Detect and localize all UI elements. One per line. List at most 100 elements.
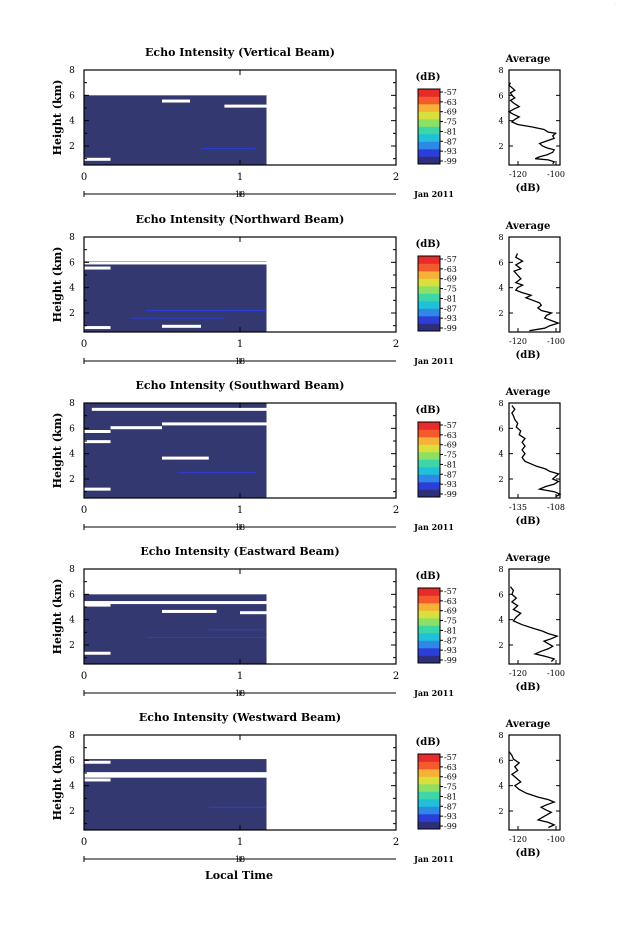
average-y-tick-label: 2	[498, 142, 503, 151]
colorbar-swatch	[418, 603, 440, 611]
data-gap	[110, 426, 162, 430]
colorbar-swatch	[418, 286, 440, 294]
date-tick-label: 18	[235, 190, 245, 199]
y-tick-label: 6	[69, 91, 75, 101]
colorbar-swatch	[418, 316, 440, 324]
x-tick-label: 2	[393, 172, 399, 183]
average-y-tick-label: 2	[498, 475, 503, 484]
colorbar-swatch	[418, 96, 440, 105]
average-y-tick-label: 8	[498, 731, 503, 740]
colorbar-swatch	[418, 625, 440, 634]
data-gap	[84, 651, 111, 655]
data-gap	[84, 440, 111, 444]
average-x-tick-label: -120	[509, 669, 527, 678]
date-tick-label: 18	[235, 523, 245, 532]
heatmap-field	[84, 261, 267, 332]
average-profile-line	[511, 405, 562, 498]
colorbar-swatch	[418, 104, 440, 112]
average-y-tick-label: 8	[498, 233, 503, 242]
x-tick-label: 2	[393, 339, 399, 350]
colorbar-tick-label: -63	[444, 763, 457, 772]
colorbar-tick-label: -99	[444, 157, 457, 166]
average-y-tick-label: 4	[498, 616, 503, 625]
data-gap	[84, 326, 111, 330]
panel-title: Echo Intensity (Southward Beam)	[136, 379, 345, 392]
colorbar-swatch	[418, 149, 440, 157]
y-axis-label: Height (km)	[51, 413, 64, 489]
y-tick-label: 6	[69, 590, 75, 600]
colorbar-swatch	[418, 301, 440, 309]
data-gap	[84, 266, 111, 270]
y-tick-label: 8	[69, 233, 75, 243]
heatmap-field	[84, 403, 267, 498]
colorbar-swatch	[418, 633, 440, 641]
colorbar-tick-label: -99	[444, 822, 457, 831]
data-gap	[162, 456, 209, 460]
colorbar-swatch	[418, 489, 440, 498]
colorbar-swatch	[418, 784, 440, 792]
y-axis-label: Height (km)	[51, 80, 64, 156]
colorbar-swatch	[418, 271, 440, 279]
colorbar-tick-label: -75	[444, 451, 457, 460]
colorbar-tick-label: -87	[444, 802, 457, 811]
colorbar-swatch	[418, 141, 440, 150]
data-gap	[84, 772, 267, 776]
colorbar-tick-label: -99	[444, 324, 457, 333]
colorbar-swatch	[418, 821, 440, 830]
colorbar-tick-label: -87	[444, 470, 457, 479]
data-gap	[84, 774, 267, 778]
colorbar-swatch	[418, 588, 440, 596]
colorbar-swatch	[418, 618, 440, 626]
data-gap	[162, 324, 201, 328]
average-x-tick-label: -108	[547, 503, 565, 512]
colorbar-swatch	[418, 769, 440, 777]
x-tick-label: 0	[81, 837, 87, 848]
heatmap-field	[84, 594, 267, 664]
average-y-tick-label: 2	[498, 309, 503, 318]
colorbar-frame	[417, 753, 441, 830]
average-y-tick-label: 8	[498, 565, 503, 574]
data-gap	[84, 603, 111, 607]
y-tick-label: 8	[69, 66, 75, 76]
y-tick-label: 4	[69, 117, 75, 127]
average-y-tick-label: 4	[498, 450, 503, 459]
colorbar-swatch	[418, 459, 440, 468]
colorbar-swatch	[418, 293, 440, 302]
average-frame	[508, 69, 561, 166]
data-gap	[162, 99, 191, 103]
x-tick-label: 1	[237, 671, 243, 682]
colorbar-frame	[417, 421, 441, 498]
average-x-tick-label: -120	[509, 835, 527, 844]
data-gap	[240, 611, 267, 615]
x-tick-label: 1	[237, 339, 243, 350]
colorbar-tick-label: -69	[444, 108, 457, 117]
y-tick-label: 8	[69, 399, 75, 409]
colorbar-tick-label: -69	[444, 607, 457, 616]
average-y-tick-label: 8	[498, 66, 503, 75]
average-profile-line	[509, 586, 559, 662]
colorbar-swatch	[418, 640, 440, 649]
colorbar-tick-label: -81	[444, 127, 457, 136]
colorbar-swatch	[418, 467, 440, 475]
average-y-tick-label: 4	[498, 782, 503, 791]
colorbar-swatch	[418, 791, 440, 800]
colorbar-tick-label: -57	[444, 88, 457, 97]
average-profile-line	[507, 82, 558, 165]
colorbar-swatch	[418, 263, 440, 272]
colorbar-swatch	[418, 256, 440, 264]
colorbar-tick-label: -87	[444, 304, 457, 313]
average-x-tick-label: -100	[547, 835, 565, 844]
colorbar-swatch	[418, 655, 440, 664]
colorbar-swatch	[418, 111, 440, 120]
colorbar-tick-label: -75	[444, 783, 457, 792]
colorbar-unit: (dB)	[416, 72, 441, 83]
data-gap	[84, 261, 267, 265]
x-tick-label: 2	[393, 505, 399, 516]
colorbar-tick-label: -75	[444, 118, 457, 127]
colorbar-tick-label: -57	[444, 255, 457, 264]
colorbar-swatch	[418, 308, 440, 317]
date-tick-label: 18	[235, 689, 245, 698]
colorbar-tick-label: -99	[444, 656, 457, 665]
colorbar-swatch	[418, 761, 440, 770]
y-tick-label: 6	[69, 424, 75, 434]
